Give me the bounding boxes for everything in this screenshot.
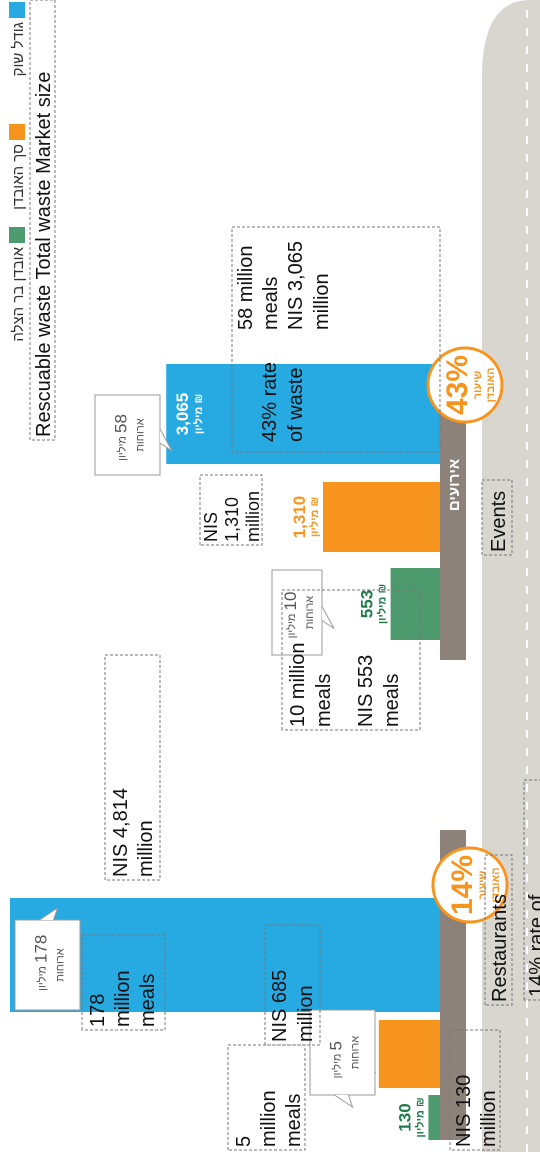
translation-box xyxy=(484,854,513,1006)
meal-number: 178 xyxy=(32,935,51,963)
legend-swatch xyxy=(9,2,25,18)
translation-text: NIS 4,814 xyxy=(110,788,132,877)
translation-text: meals xyxy=(260,277,282,330)
loss-rate-label: 43% xyxy=(441,355,474,415)
translation-text: Events xyxy=(488,491,510,552)
translation-box xyxy=(104,654,161,881)
bubble-pointer xyxy=(39,906,59,921)
translation-text: Restaurants xyxy=(489,894,511,1002)
loss-rate-word: האובדן xyxy=(490,867,502,902)
legend-label: גודל שוק xyxy=(10,22,27,76)
translation-text: of waste xyxy=(285,368,307,442)
translation-box xyxy=(449,1029,501,1151)
meal-unit: מיליון xyxy=(285,614,298,639)
meal-unit: מיליון xyxy=(116,436,129,461)
bar xyxy=(428,1095,440,1140)
meal-word: ארוחות xyxy=(350,1036,362,1069)
translation-box xyxy=(523,779,540,1001)
translation-text: NIS xyxy=(201,512,221,542)
category-base xyxy=(440,364,466,660)
bar xyxy=(378,1020,440,1088)
loss-rate-circle xyxy=(426,346,504,424)
translation-text: million xyxy=(295,985,317,1042)
translation-text: NIS 130 xyxy=(453,1075,475,1147)
translation-text: 10 million xyxy=(287,643,309,727)
translation-text: million xyxy=(243,491,263,542)
translation-box xyxy=(481,479,513,556)
translation-text: 58 million xyxy=(235,246,257,330)
value-unit: מיליון ₪ xyxy=(376,584,389,624)
translation-text: meals xyxy=(313,674,335,727)
loss-rate-word: שיעור xyxy=(477,871,489,900)
meal-unit: מיליון xyxy=(36,966,49,991)
meal-number: 10 xyxy=(281,592,300,611)
translation-box xyxy=(81,934,166,1031)
translation-box xyxy=(281,589,421,731)
translation-text: million xyxy=(112,970,134,1027)
translation-text: 178 xyxy=(87,994,109,1027)
translation-text: meals xyxy=(137,974,159,1027)
legend-swatch xyxy=(9,227,25,243)
value-unit: מיליון ₪ xyxy=(192,394,205,434)
translation-box xyxy=(227,1044,306,1151)
translation-text: million xyxy=(135,820,157,877)
translation-text: meals xyxy=(283,1094,305,1147)
translation-box xyxy=(199,474,263,546)
loss-rate-word: האובדן xyxy=(485,367,497,402)
legend-swatch xyxy=(9,124,25,140)
meal-number: 5 xyxy=(327,1041,346,1050)
meal-number: 58 xyxy=(112,414,131,433)
translation-box xyxy=(231,226,441,453)
legend-label: סך האובדן xyxy=(10,144,27,210)
bar xyxy=(10,898,440,1012)
translation-text: NIS 553 xyxy=(355,655,377,727)
value-label: 553 xyxy=(358,590,377,618)
meal-word: ארוחות xyxy=(304,596,316,629)
value-unit: מיליון ₪ xyxy=(308,497,321,537)
translation-text: 5 xyxy=(233,1136,255,1147)
loss-rate-circle xyxy=(431,846,509,924)
legend-label: אובדן בר הצלה xyxy=(10,246,27,341)
translation-text: meals xyxy=(381,674,403,727)
translation-text: Rescuable waste Total waste Market size xyxy=(33,72,55,437)
bubble-pointer xyxy=(334,1094,354,1109)
translation-text: NIS 685 xyxy=(269,970,291,1042)
value-label: 130 xyxy=(395,1103,414,1131)
bar xyxy=(322,482,440,552)
bar xyxy=(390,568,441,640)
translation-box xyxy=(29,0,56,441)
meal-bubble xyxy=(14,919,81,1011)
bubble-pointer xyxy=(159,428,173,452)
loss-rate-word: שיעור xyxy=(472,371,484,400)
value-unit: מיליון ₪ xyxy=(413,1097,426,1137)
translation-text: million xyxy=(258,1090,280,1147)
meal-word: ארוחות xyxy=(135,418,147,451)
meal-unit: מיליון xyxy=(331,1054,344,1079)
translation-text: NIS 3,065 xyxy=(285,241,307,330)
meal-bubble xyxy=(94,394,161,476)
value-label: 1,310 xyxy=(290,496,309,539)
translation-text: million xyxy=(478,1090,500,1147)
translation-text: 1,310 xyxy=(222,497,242,542)
category-label: אירועים xyxy=(446,459,463,511)
bubble-pointer xyxy=(321,606,335,629)
bar xyxy=(166,364,440,464)
value-label: 3,065 xyxy=(173,393,192,436)
meal-word: ארוחות xyxy=(55,948,67,981)
translation-box xyxy=(264,924,321,1046)
translation-text: 43% rate xyxy=(259,362,281,442)
loss-rate-label: 14% xyxy=(446,855,479,915)
translation-text: 14% rate of xyxy=(526,894,540,997)
translation-text: million xyxy=(311,273,333,330)
